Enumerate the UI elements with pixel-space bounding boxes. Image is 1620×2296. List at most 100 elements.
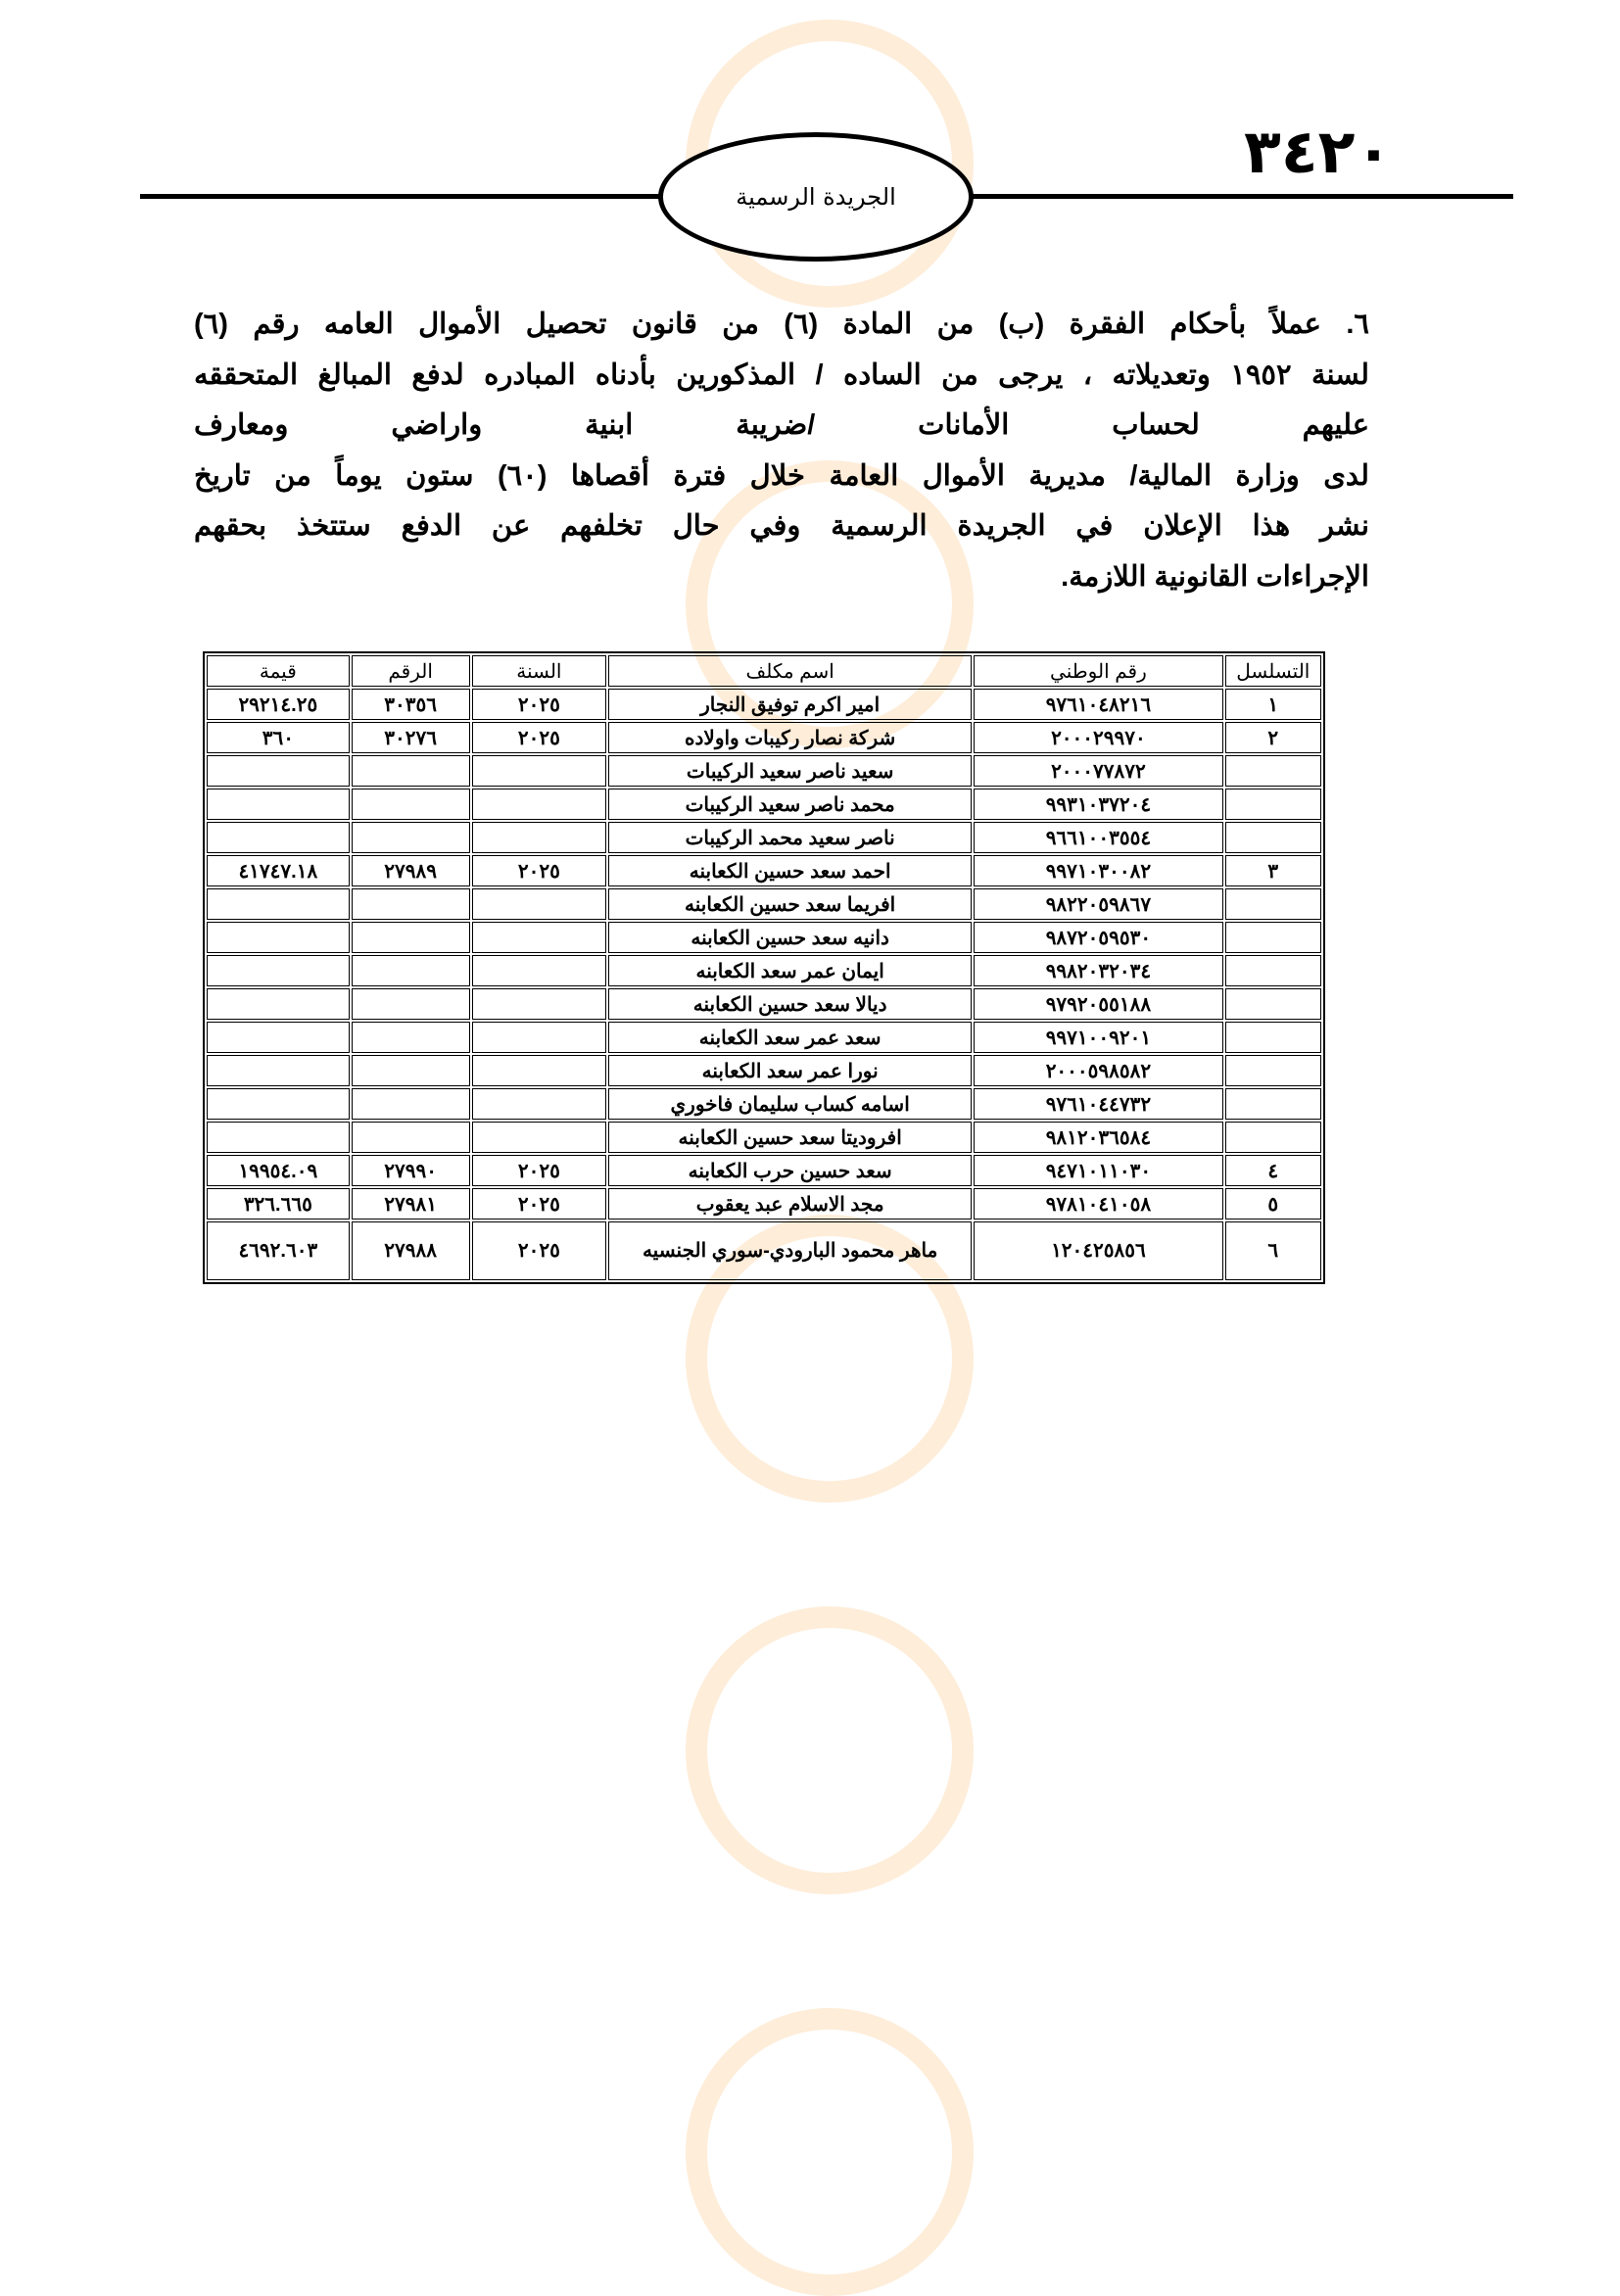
cell-amount: ٤٦٩٢.٦٠٣ (207, 1221, 350, 1280)
table-row: ٩٨٢٢٠٥٩٨٦٧ افريما سعد حسين الكعابنه (207, 888, 1321, 920)
header-serial: التسلسل (1224, 655, 1321, 687)
cell-serial (1224, 1088, 1321, 1120)
cell-national-id: ٩٨٧٢٠٥٩٥٣٠ (974, 922, 1223, 953)
cell-national-id: ٩٨٢٢٠٥٩٨٦٧ (974, 888, 1223, 920)
cell-national-id: ٩٧٦١٠٤٤٧٣٢ (974, 1088, 1223, 1120)
cell-name: مجد الاسلام عبد يعقوب (608, 1188, 973, 1220)
header-number: الرقم (351, 655, 470, 687)
cell-national-id: ٩٩٧١٠٣٠٠٨٢ (974, 855, 1223, 886)
cell-year: ٢٠٢٥ (471, 855, 607, 886)
cell-amount (207, 1022, 350, 1053)
cell-number (351, 822, 470, 853)
cell-amount: ٣٦٠ (207, 722, 350, 753)
cell-name: محمد ناصر سعيد الركيبات (608, 789, 973, 820)
cell-national-id: ٢٠٠٠٥٩٨٥٨٢ (974, 1055, 1223, 1086)
cell-amount (207, 988, 350, 1020)
cell-name: افروديتا سعد حسين الكعابنه (608, 1122, 973, 1153)
cell-year (471, 988, 607, 1020)
table-row: ٢٠٠٠٧٧٨٧٢ سعيد ناصر سعيد الركيبات (207, 755, 1321, 787)
table-row: ٩٦٦١٠٠٣٥٥٤ ناصر سعيد محمد الركيبات (207, 822, 1321, 853)
cell-number (351, 1088, 470, 1120)
table-row: ٩٨٧٢٠٥٩٥٣٠ دانيه سعد حسين الكعابنه (207, 922, 1321, 953)
table-row: ٤ ٩٤٧١٠١١٠٣٠ سعد حسين حرب الكعابنه ٢٠٢٥ ٢٧٩٩… (207, 1155, 1321, 1186)
cell-year (471, 955, 607, 986)
notice-line: لدى وزارة المالية/ مديرية الأموال العامة… (194, 459, 1369, 492)
cell-number: ٢٧٩٨٨ (351, 1221, 470, 1280)
cell-number (351, 1055, 470, 1086)
table-row: ٦ ١٢٠٤٢٥٨٥٦ ماهر محمود البارودي-سوري الجنس… (207, 1221, 1321, 1280)
cell-national-id: ٩٦٦١٠٠٣٥٥٤ (974, 822, 1223, 853)
cell-name: سعد حسين حرب الكعابنه (608, 1155, 973, 1186)
cell-amount (207, 822, 350, 853)
cell-amount (207, 1122, 350, 1153)
cell-name: اسامه كساب سليمان فاخوري (608, 1088, 973, 1120)
watermark-clock-icon (686, 2008, 974, 2296)
cell-name: ايمان عمر سعد الكعابنه (608, 955, 973, 986)
cell-number (351, 888, 470, 920)
cell-amount (207, 755, 350, 787)
cell-name: احمد سعد حسين الكعابنه (608, 855, 973, 886)
watermark-clock-icon (686, 1606, 974, 1894)
cell-year (471, 888, 607, 920)
cell-year (471, 1022, 607, 1053)
cell-amount: ٣٢٦.٦٦٥ (207, 1188, 350, 1220)
cell-serial: ٤ (1224, 1155, 1321, 1186)
cell-name: ديالا سعد حسين الكعابنه (608, 988, 973, 1020)
notice-line: ٦. عملاً بأحكام الفقرة (ب) من المادة (٦)… (194, 309, 1369, 340)
cell-amount: ٤١٧٤٧.١٨ (207, 855, 350, 886)
cell-name: ماهر محمود البارودي-سوري الجنسيه (608, 1221, 973, 1280)
cell-amount: ٢٩٢١٤.٢٥ (207, 689, 350, 720)
cell-amount (207, 1088, 350, 1120)
notice-line: لسنة ١٩٥٢ وتعديلاته ، يرجى من الساده / ا… (194, 359, 1369, 391)
cell-serial (1224, 955, 1321, 986)
cell-year (471, 922, 607, 953)
cell-number (351, 755, 470, 787)
cell-name: نورا عمر سعد الكعابنه (608, 1055, 973, 1086)
cell-serial (1224, 922, 1321, 953)
cell-year: ٢٠٢٥ (471, 689, 607, 720)
cell-national-id: ٢٠٠٠٢٩٩٧٠ (974, 722, 1223, 753)
cell-serial: ٦ (1224, 1221, 1321, 1280)
table-header-row: التسلسل رقم الوطني اسم مكلف السنة الرقم قيمة (207, 655, 1321, 687)
table-row: ٩٧٦١٠٤٤٧٣٢ اسامه كساب سليمان فاخوري (207, 1088, 1321, 1120)
gazette-title-badge: الجريدة الرسمية (658, 132, 974, 262)
cell-national-id: ٩٨١٢٠٣٦٥٨٤ (974, 1122, 1223, 1153)
cell-serial (1224, 988, 1321, 1020)
cell-national-id: ٩٩٧١٠٠٩٢٠١ (974, 1022, 1223, 1053)
header-amount: قيمة (207, 655, 350, 687)
table-row: ٢٠٠٠٥٩٨٥٨٢ نورا عمر سعد الكعابنه (207, 1055, 1321, 1086)
cell-year (471, 822, 607, 853)
table-row: ٩٨١٢٠٣٦٥٨٤ افروديتا سعد حسين الكعابنه (207, 1122, 1321, 1153)
cell-serial (1224, 1022, 1321, 1053)
cell-national-id: ٢٠٠٠٧٧٨٧٢ (974, 755, 1223, 787)
cell-number: ٢٧٩٨٩ (351, 855, 470, 886)
table-row: ٩٩٣١٠٣٧٢٠٤ محمد ناصر سعيد الركيبات (207, 789, 1321, 820)
header-national-id: رقم الوطني (974, 655, 1223, 687)
cell-number (351, 789, 470, 820)
cell-serial (1224, 822, 1321, 853)
cell-number (351, 955, 470, 986)
cell-amount (207, 922, 350, 953)
notice-line: عليهم لحساب الأمانات /ضريبة ابنية واراضي… (194, 409, 1369, 441)
page-number: ٣٤٢٠ (1244, 116, 1393, 187)
cell-national-id: ٩٩٨٢٠٣٢٠٣٤ (974, 955, 1223, 986)
cell-number: ٢٧٩٨١ (351, 1188, 470, 1220)
cell-national-id: ١٢٠٤٢٥٨٥٦ (974, 1221, 1223, 1280)
cell-amount (207, 1055, 350, 1086)
taxpayers-table: التسلسل رقم الوطني اسم مكلف السنة الرقم قيمة … (203, 651, 1325, 1284)
cell-year: ٢٠٢٥ (471, 722, 607, 753)
cell-national-id: ٩٤٧١٠١١٠٣٠ (974, 1155, 1223, 1186)
notice-paragraph: ٦. عملاً بأحكام الفقرة (ب) من المادة (٦)… (194, 300, 1369, 602)
cell-number (351, 1022, 470, 1053)
cell-year (471, 755, 607, 787)
cell-year: ٢٠٢٥ (471, 1155, 607, 1186)
cell-serial (1224, 789, 1321, 820)
cell-name: ناصر سعيد محمد الركيبات (608, 822, 973, 853)
cell-serial: ١ (1224, 689, 1321, 720)
cell-number: ٣٠٣٥٦ (351, 689, 470, 720)
cell-name: افريما سعد حسين الكعابنه (608, 888, 973, 920)
cell-national-id: ٩٧٨١٠٤١٠٥٨ (974, 1188, 1223, 1220)
notice-line: نشر هذا الإعلان في الجريدة الرسمية وفي ح… (194, 510, 1369, 542)
cell-name: امير اكرم توفيق النجار (608, 689, 973, 720)
table-row: ٢ ٢٠٠٠٢٩٩٧٠ شركة نصار ركيبات واولاده ٢٠٢٥ ٣٠… (207, 722, 1321, 753)
